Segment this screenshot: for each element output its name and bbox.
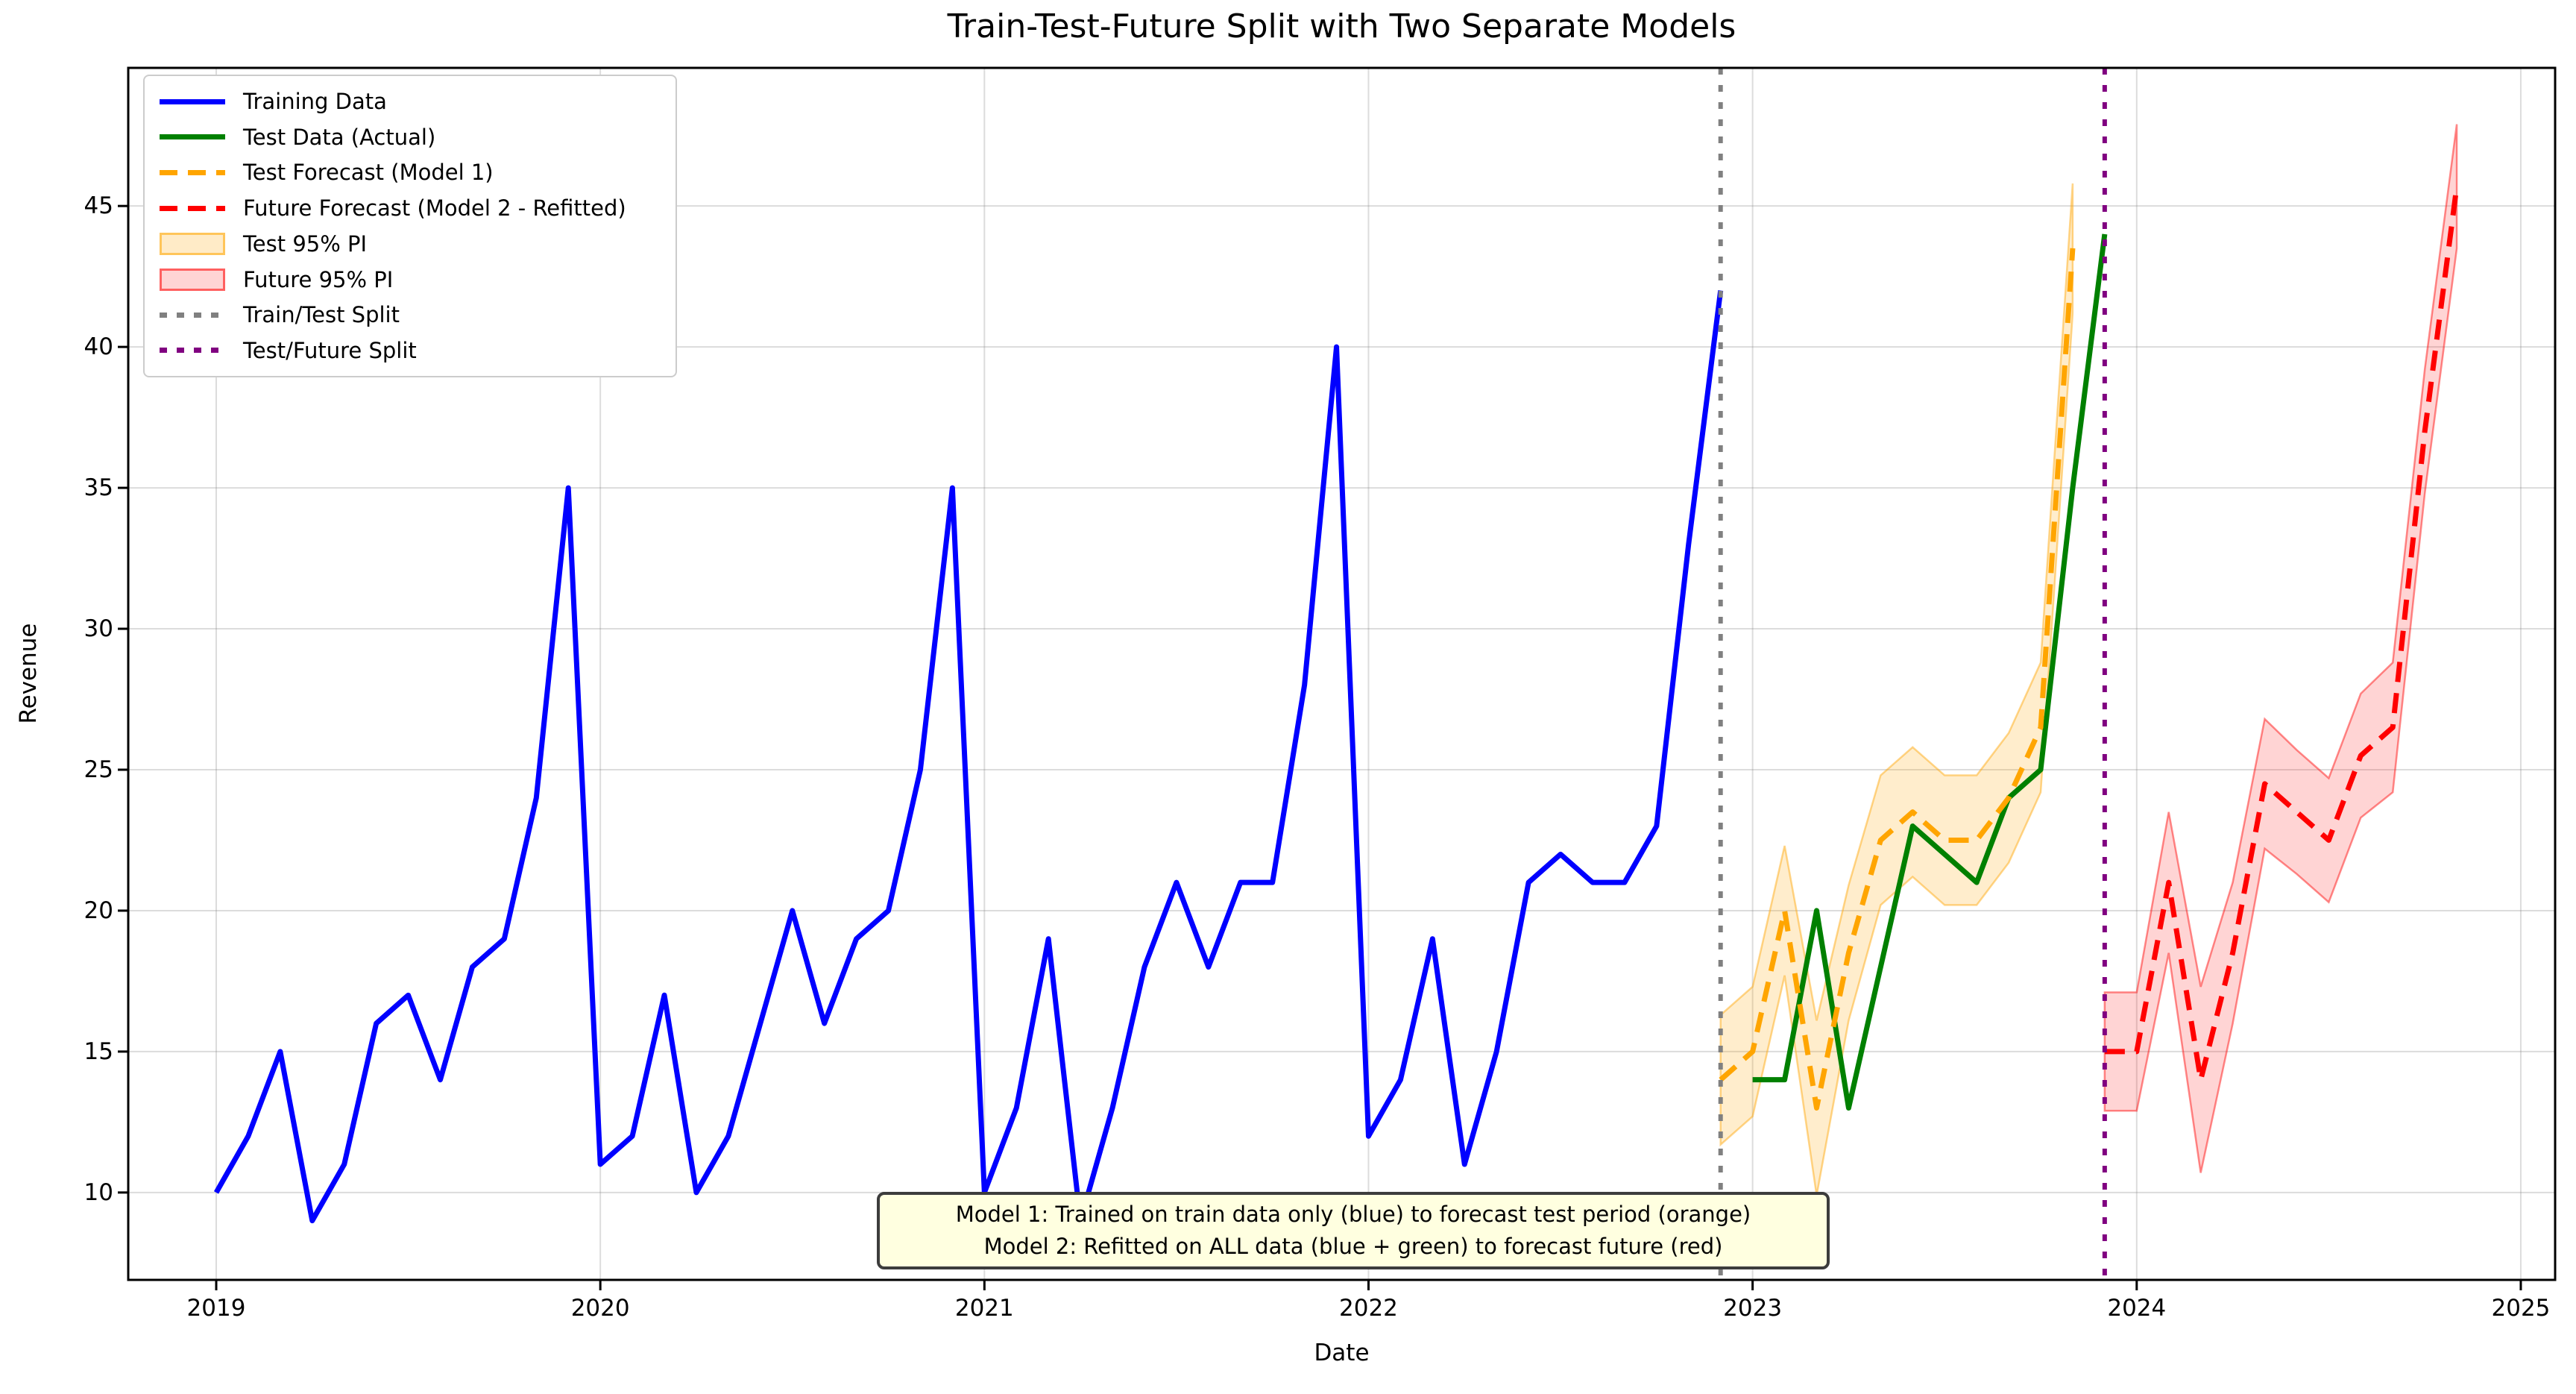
training-line	[213, 290, 1724, 1224]
y-tick-label: 35	[84, 474, 113, 502]
x-tick-label: 2022	[1339, 1295, 1398, 1322]
y-tick-label: 20	[84, 897, 113, 924]
test-pi-patch-swatch	[160, 232, 225, 255]
legend-label: Training Data	[243, 89, 387, 114]
test-data-line-swatch	[160, 134, 225, 140]
legend-item-future-forecast: Future Forecast (Model 2 - Refitted)	[160, 192, 676, 225]
test-pi-band	[1719, 183, 2074, 1196]
legend-item-test-forecast: Test Forecast (Model 1)	[160, 156, 676, 189]
model-annotation-box: Model 1: Trained on train data only (blu…	[877, 1192, 1830, 1269]
legend-item-test-data-actual: Test Data (Actual)	[160, 121, 676, 154]
legend-label: Test/Future Split	[243, 337, 417, 363]
future-forecast-line	[2104, 186, 2460, 1083]
legend-item-training-data: Training Data	[160, 85, 676, 118]
plot-border	[127, 66, 2557, 1281]
x-tick-label: 2019	[186, 1295, 246, 1322]
annotation-line-1: Model 1: Trained on train data only (blu…	[955, 1202, 1751, 1227]
y-tick-label: 10	[84, 1178, 113, 1206]
legend-label: Test Forecast (Model 1)	[243, 160, 494, 186]
chart-title: Train-Test-Future Split with Two Separat…	[947, 7, 1736, 45]
future-pi-patch-swatch	[160, 268, 225, 291]
legend-item-test-pi: Test 95% PI	[160, 227, 676, 260]
legend-label: Test Data (Actual)	[243, 124, 436, 150]
future-forecast-dash-swatch	[160, 205, 225, 211]
test-forecast-dash-swatch	[160, 169, 225, 175]
legend-item-future-pi: Future 95% PI	[160, 263, 676, 296]
x-axis-label: Date	[1314, 1340, 1370, 1366]
x-tick-label: 2023	[1723, 1295, 1783, 1322]
legend-label: Future Forecast (Model 2 - Refitted)	[243, 195, 626, 222]
legend-label: Train/Test Split	[243, 302, 400, 328]
x-tick-label: 2020	[570, 1295, 630, 1322]
legend-item-train-test-split: Train/Test Split	[160, 298, 676, 331]
legend-label: Test 95% PI	[243, 230, 368, 257]
x-tick-label: 2021	[954, 1295, 1014, 1322]
training-line-swatch	[160, 98, 225, 104]
y-tick-label: 30	[84, 615, 113, 643]
train-test-split-dot-swatch	[160, 312, 225, 318]
x-tick-label: 2025	[2491, 1295, 2551, 1322]
test-future-split-dot-swatch	[160, 348, 225, 354]
y-tick-label: 40	[84, 333, 113, 361]
legend-label: Future 95% PI	[243, 266, 394, 292]
legend: Training Data Test Data (Actual) Test Fo…	[143, 75, 677, 377]
x-tick-label: 2024	[2107, 1295, 2167, 1322]
y-tick-label: 15	[84, 1037, 113, 1065]
annotation-line-2: Model 2: Refitted on ALL data (blue + gr…	[983, 1234, 1723, 1259]
future-pi-band	[2103, 124, 2458, 1173]
test-actual-line	[1752, 233, 2108, 1111]
y-tick-label: 45	[84, 192, 113, 220]
test-forecast-line	[1719, 248, 2076, 1111]
legend-item-test-future-split: Test/Future Split	[160, 334, 676, 367]
y-tick-label: 25	[84, 756, 113, 783]
